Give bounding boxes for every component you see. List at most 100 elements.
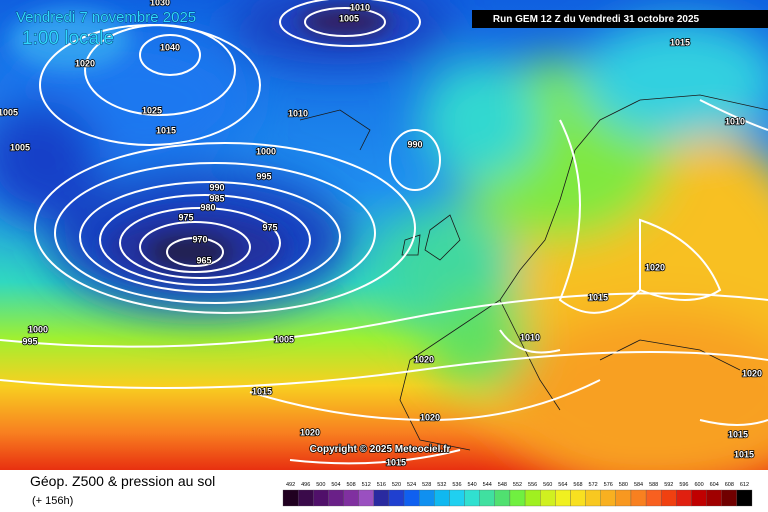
scale-label: 564 [558,482,567,488]
scale-cell [297,489,314,507]
scale-cell [403,489,420,507]
scale-cell [464,489,480,507]
scale-cell [661,489,677,507]
isobar-label: 985 [209,193,224,203]
scale-label: 568 [573,482,582,488]
isobar-label: 1005 [274,334,294,344]
isobar-label: 1025 [142,105,162,115]
isobar-label: 1030 [150,0,170,7]
isobar-label: 1000 [28,324,48,334]
scale-cell [645,489,662,507]
isobar-label: 1005 [339,13,359,23]
scale-cell [676,489,692,507]
isobar-label: 1020 [75,58,95,68]
scale-cell [706,489,722,507]
color-scale: 492 496 500 504 508 512 516 520 524 528 532 536 540 5… [282,482,753,507]
scale-label: 588 [649,482,658,488]
isobar-label: 1020 [645,262,665,272]
scale-label: 576 [604,482,613,488]
run-box [472,10,768,28]
scale-cell [313,489,329,507]
scale-cell [434,489,450,507]
isobar-label: 1000 [256,146,276,156]
scale-label: 608 [725,482,734,488]
isobar-label: 1015 [734,449,754,459]
isobar-label: 990 [209,182,224,192]
scale-label: 496 [301,482,310,488]
scale-label: 552 [513,482,522,488]
isobar-label: 975 [178,212,193,222]
isobar-label: 1010 [725,116,745,126]
scale-cell [358,489,374,507]
legend-title: Géop. Z500 & pression au sol [30,473,215,489]
isobar-label: 980 [200,202,215,212]
isobar-label: 1015 [670,37,690,47]
scale-cell [585,489,601,507]
scale-cell [343,489,359,507]
copyright: Copyright © 2025 Meteociel.fr [310,444,451,455]
isobar-label: 1015 [588,292,608,302]
scale-label: 544 [483,482,492,488]
scale-label: 524 [407,482,416,488]
isobar-label: 1020 [300,427,320,437]
scale-label: 560 [543,482,552,488]
isobar-label: 1015 [252,386,272,396]
scale-label: 532 [437,482,446,488]
isobar-label: 1015 [156,125,176,135]
isobar-label: 1040 [160,42,180,52]
scale-label: 580 [619,482,628,488]
scale-cell [736,489,753,507]
scale-cell [479,489,495,507]
run-info: Run GEM 12 Z du Vendredi 31 octobre 2025 [493,14,700,25]
isobar-label: 1015 [386,457,406,467]
isobar-label: 1020 [742,368,762,378]
scale-label: 504 [331,482,340,488]
scale-label: 516 [377,482,386,488]
scale-label: 520 [392,482,401,488]
scale-cell [449,489,465,507]
isobar-label: 1010 [350,2,370,12]
isobar-label: 975 [262,222,277,232]
isobar-label: 995 [256,171,271,181]
scale-cell [282,489,299,507]
scale-label: 584 [634,482,643,488]
legend-lead: (+ 156h) [32,495,73,507]
isobar-label: 1010 [288,108,308,118]
scale-cell [570,489,586,507]
scale-cell [373,489,390,507]
isobar-label: 1005 [0,107,18,117]
scale-label: 500 [316,482,325,488]
scale-cell [721,489,738,507]
scale-label: 536 [452,482,461,488]
scale-label: 508 [346,482,355,488]
scale-cell [494,489,511,507]
scale-label: 528 [422,482,431,488]
scale-cell [509,489,526,507]
isobar-label: 965 [196,255,211,265]
map-time: 1:00 locale [22,28,114,49]
scale-label: 512 [362,482,371,488]
scale-label: 492 [286,482,295,488]
scale-cell [630,489,647,507]
scale-cell [600,489,616,507]
scale-cell [388,489,405,507]
isobar-label: 1020 [414,354,434,364]
scale-cell [691,489,707,507]
isobar-label: 990 [407,139,422,149]
isobar-label: 1010 [520,332,540,342]
scale-cell [540,489,556,507]
scale-cell [524,489,541,507]
isobar-label: 1005 [10,142,30,152]
scale-cell [555,489,571,507]
map-date: Vendredi 7 novembre 2025 [16,9,196,26]
isobar-label: 995 [22,336,37,346]
scale-cell [328,489,344,507]
isobar-label: 970 [192,234,207,244]
scale-label: 596 [679,482,688,488]
scale-label: 572 [589,482,598,488]
scale-label: 556 [528,482,537,488]
